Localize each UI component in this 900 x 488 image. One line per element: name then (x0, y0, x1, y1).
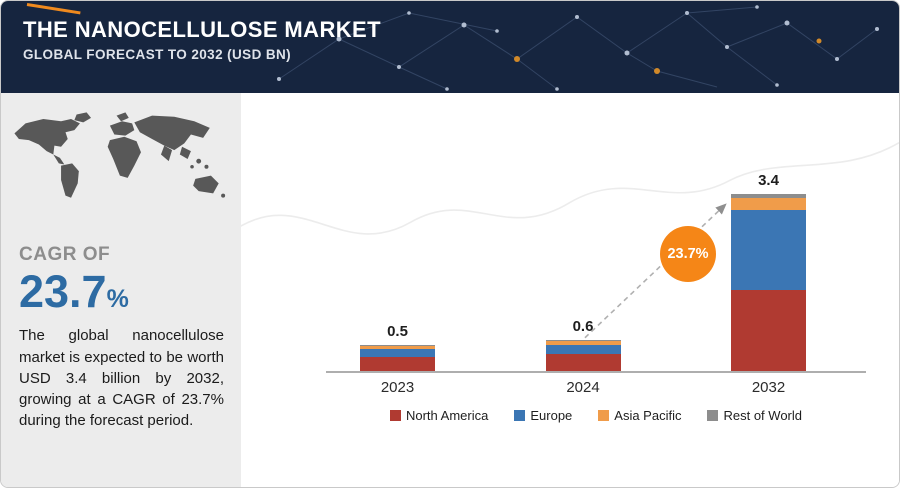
cagr-number: 23.7 (19, 266, 107, 317)
axis-labels-row: 2023 2024 2032 (326, 379, 866, 396)
bar-total-label: 0.5 (387, 323, 408, 341)
stacked-bar (545, 339, 621, 371)
legend-swatch (514, 410, 526, 421)
stacked-bar (731, 194, 806, 371)
sidebar: CAGR OF 23.7% The global nanocellulose m… (1, 93, 241, 487)
x-axis-label: 2024 (566, 379, 600, 396)
header-banner: THE NANOCELLULOSE MARKET GLOBAL FORECAST… (1, 1, 899, 93)
legend-swatch (707, 410, 719, 421)
legend-swatch (389, 410, 401, 421)
stacked-bar (360, 345, 435, 371)
bar-group-2023: 0.5 (360, 323, 435, 371)
bar-segment-asia-pacific (360, 346, 435, 349)
bar-segment-rest-of-world (731, 194, 806, 199)
legend-swatch (598, 410, 610, 421)
cagr-label: CAGR OF (19, 244, 111, 265)
cagr-value: 23.7% (19, 268, 241, 315)
chart-panel: 0.5 0.6 3.4 2023 2024 2032 North America Euro… (241, 93, 899, 487)
legend-label: North America (405, 408, 489, 423)
header-text-block: THE NANOCELLULOSE MARKET GLOBAL FORECAST… (1, 1, 899, 62)
x-axis-label: 2032 (751, 379, 786, 396)
bar-segment-north-america (360, 357, 435, 371)
bar-segment-north-america (545, 354, 621, 371)
network-decoration-icon (277, 5, 879, 91)
bars-row: 0.5 0.6 3.4 (326, 172, 866, 371)
market-description: The global nanocellulose market is expec… (19, 327, 224, 430)
growth-badge: 23.7% (660, 226, 716, 282)
legend-label: Europe (530, 408, 573, 423)
bar-segment-asia-pacific (545, 341, 621, 345)
world-map-icon (14, 112, 226, 198)
bar-segment-rest-of-world (360, 345, 435, 347)
legend-item-rest-of-world: Rest of World (707, 408, 802, 423)
legend-item-north-america: North America (389, 408, 489, 423)
bar-segment-europe (360, 348, 435, 357)
bar-segment-rest-of-world (545, 339, 621, 342)
bar-total-label: 0.6 (572, 317, 594, 335)
decorative-curve (241, 142, 899, 235)
legend-item-europe: Europe (514, 408, 572, 423)
bar-segment-north-america (731, 290, 806, 371)
bar-segment-asia-pacific (731, 198, 806, 210)
page-subtitle: GLOBAL FORECAST TO 2032 (USD BN) (23, 47, 292, 62)
legend-label: Rest of World (723, 408, 802, 423)
x-axis-label: 2023 (380, 379, 415, 396)
legend: North America Europe Asia Pacific Rest of W… (326, 408, 866, 423)
legend-label: Asia Pacific (614, 408, 682, 423)
legend-item-asia-pacific: Asia Pacific (598, 408, 681, 423)
bar-total-label: 3.4 (758, 172, 779, 190)
page-title: THE NANOCELLULOSE MARKET (23, 17, 381, 42)
bar-segment-europe (545, 344, 621, 355)
chart-area: 0.5 0.6 3.4 (326, 163, 866, 373)
bar-segment-europe (731, 209, 806, 291)
cagr-percent-sign: % (106, 285, 129, 313)
bar-group-2032: 3.4 (731, 172, 806, 371)
bar-group-2024: 0.6 (545, 317, 621, 371)
